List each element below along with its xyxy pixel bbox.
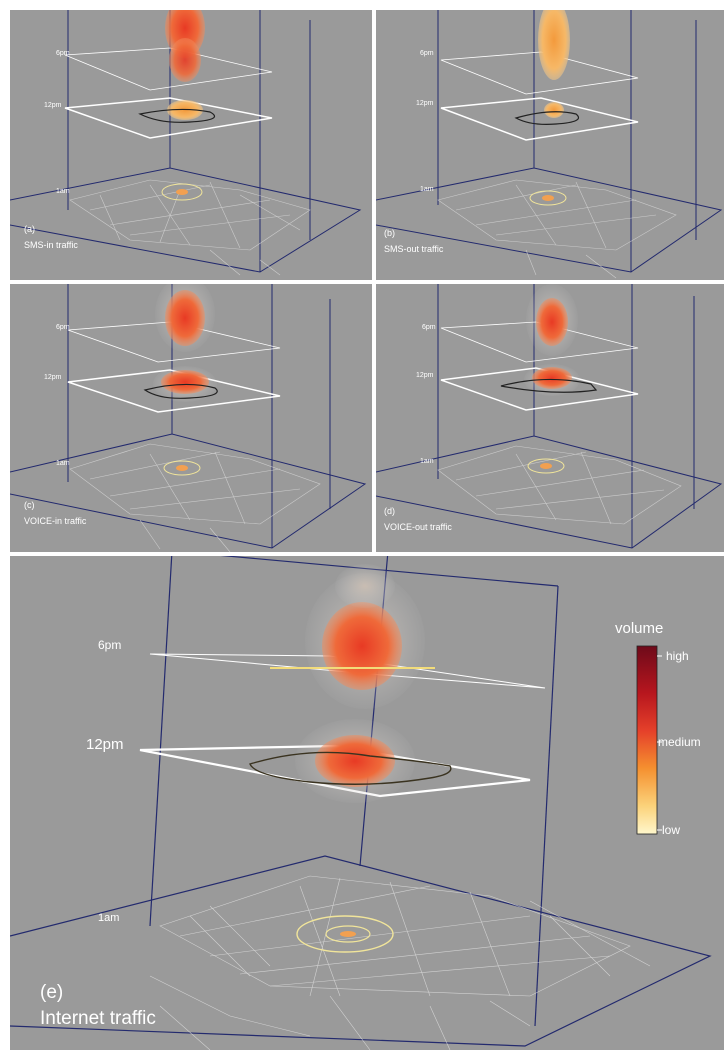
panel-c: 6pm 12pm 1am (c) VOICE-in traffic bbox=[10, 284, 372, 552]
panel-b: 6pm 12pm 1am (b) SMS-out traffic bbox=[376, 10, 724, 280]
panel-label: (b) bbox=[384, 228, 395, 238]
legend-colorbar bbox=[636, 645, 658, 835]
panel-title: SMS-out traffic bbox=[384, 244, 444, 254]
panel-a: 6pm 12pm 1am (a) SMS-in traffic bbox=[10, 10, 372, 280]
tick-6pm: 6pm bbox=[56, 50, 70, 57]
tick-6pm: 6pm bbox=[56, 324, 70, 331]
legend-low-label: low bbox=[662, 823, 681, 837]
tick-1am: 1am bbox=[98, 912, 120, 924]
tick-1am: 1am bbox=[56, 460, 70, 467]
space-time-cube-d bbox=[376, 284, 723, 549]
panel-d: 6pm 12pm 1am (d) VOICE-out traffic bbox=[376, 284, 724, 552]
panel-label: (c) bbox=[24, 500, 35, 510]
panel-title: VOICE-out traffic bbox=[384, 522, 452, 532]
tick-1am: 1am bbox=[420, 458, 434, 465]
panel-label: (e) bbox=[40, 982, 64, 1003]
tick-12pm: 12pm bbox=[416, 100, 434, 107]
space-time-cube-e bbox=[10, 556, 712, 1050]
tick-6pm: 6pm bbox=[98, 638, 122, 652]
panel-label: (d) bbox=[384, 506, 395, 516]
tick-6pm: 6pm bbox=[422, 324, 436, 331]
legend-medium-label: medium bbox=[658, 735, 701, 749]
tick-12pm: 12pm bbox=[44, 374, 62, 381]
legend-title: volume bbox=[615, 620, 664, 637]
space-time-cube-b bbox=[376, 10, 723, 279]
panel-title: Internet traffic bbox=[40, 1008, 156, 1029]
tick-1am: 1am bbox=[420, 186, 434, 193]
map-streets bbox=[69, 179, 311, 276]
tick-1am: 1am bbox=[56, 188, 70, 195]
tick-12pm: 12pm bbox=[86, 736, 124, 753]
panel-title: SMS-in traffic bbox=[24, 240, 78, 250]
legend-high-label: high bbox=[666, 649, 689, 663]
panel-title: VOICE-in traffic bbox=[24, 516, 87, 526]
tick-12pm: 12pm bbox=[44, 102, 62, 109]
tick-6pm: 6pm bbox=[420, 50, 434, 57]
map-streets bbox=[149, 875, 651, 1050]
panel-label: (a) bbox=[24, 224, 35, 234]
space-time-cube-c bbox=[10, 284, 367, 552]
panel-e: 6pm 12pm 1am (e) Internet traffic volume… bbox=[10, 556, 724, 1050]
tick-12pm: 12pm bbox=[416, 372, 434, 379]
space-time-cube-a bbox=[10, 10, 362, 276]
